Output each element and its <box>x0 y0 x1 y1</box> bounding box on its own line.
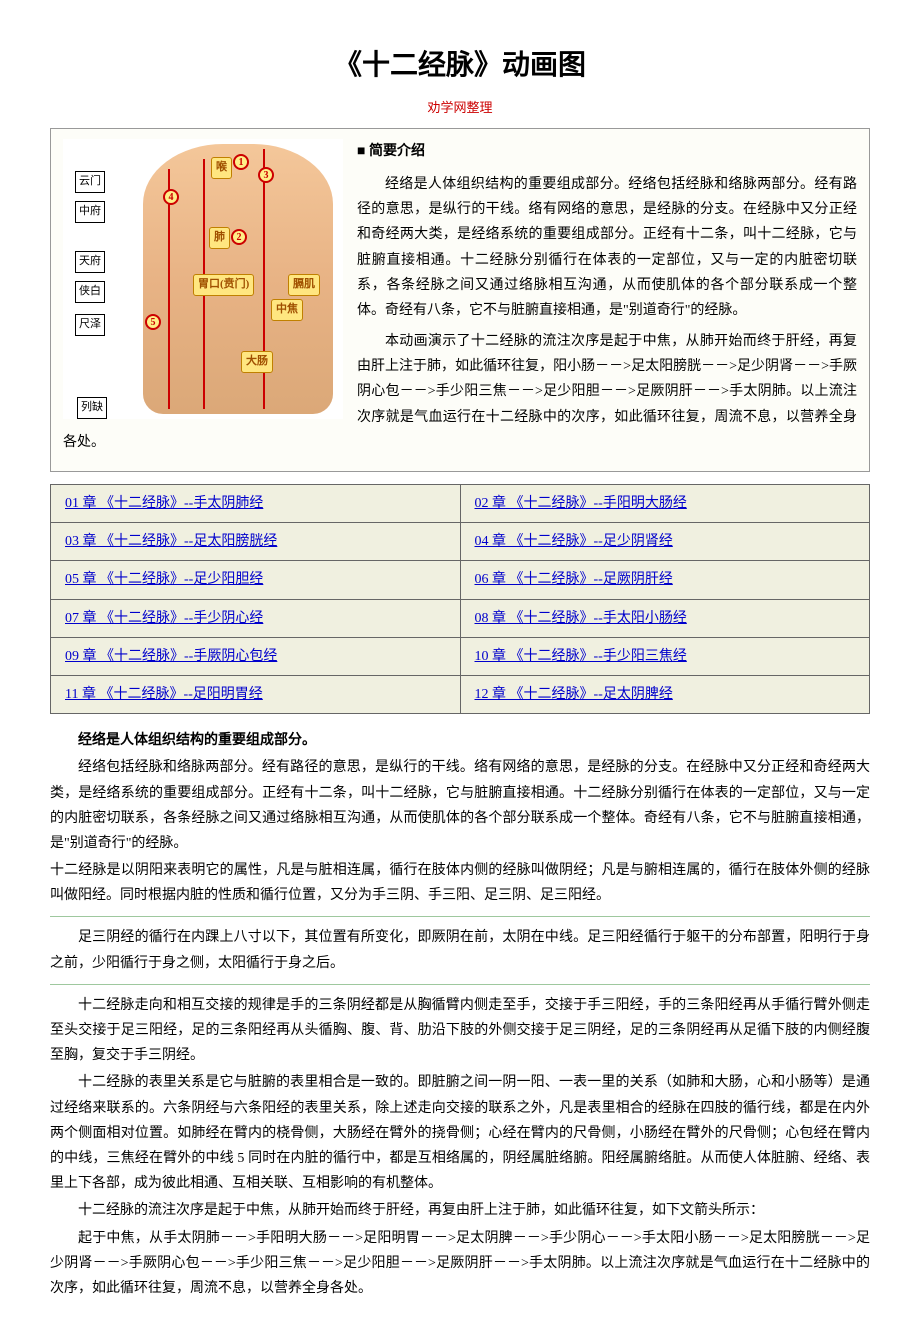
body-p4: 十二经脉走向和相互交接的规律是手的三条阴经都是从胸循臂内侧走至手，交接于手三阳经… <box>50 993 870 1069</box>
chapter-cell: 08 章 《十二经脉》--手太阳小肠经 <box>460 599 870 637</box>
page-subtitle: 劝学网整理 <box>50 96 870 119</box>
bold-head: 经络是人体组织结构的重要组成部分。 <box>50 728 870 753</box>
organ-label: 肺 <box>209 227 230 249</box>
acupoint-marker: 5 <box>145 314 161 330</box>
intro-box: 12345云门中府天府侠白尺泽列缺喉肺胃口(贲门)膈肌中焦大肠 简要介绍 经络是… <box>50 128 870 472</box>
divider <box>50 984 870 985</box>
body-p5: 十二经脉的表里关系是它与脏腑的表里相合是一致的。即脏腑之间一阴一阳、一表一里的关… <box>50 1070 870 1196</box>
acupoint-label: 侠白 <box>75 281 105 303</box>
chapter-link[interactable]: 11 章 《十二经脉》--足阳明胃经 <box>65 687 263 702</box>
organ-label: 大肠 <box>241 351 273 373</box>
chapter-cell: 03 章 《十二经脉》--足太阳膀胱经 <box>51 523 461 561</box>
page-title: 《十二经脉》动画图 <box>50 40 870 90</box>
chapter-link[interactable]: 10 章 《十二经脉》--手少阳三焦经 <box>475 649 687 664</box>
chapter-link[interactable]: 04 章 《十二经脉》--足少阴肾经 <box>475 534 673 549</box>
chapter-link[interactable]: 09 章 《十二经脉》--手厥阴心包经 <box>65 649 277 664</box>
acupoint-marker: 2 <box>231 229 247 245</box>
chapter-cell: 12 章 《十二经脉》--足太阴脾经 <box>460 675 870 713</box>
anatomy-figure: 1 2 3 4 5 云门中府天府侠白尺泽列缺 喉肺胃口(贲门) 膈肌中焦大肠 <box>63 139 343 419</box>
acupoint-marker: 3 <box>258 167 274 183</box>
acupoint-label: 尺泽 <box>75 314 105 336</box>
chapter-cell: 01 章 《十二经脉》--手太阴肺经 <box>51 485 461 523</box>
organ-label: 中焦 <box>271 299 303 321</box>
organ-label: 膈肌 <box>288 274 320 296</box>
chapter-link[interactable]: 08 章 《十二经脉》--手太阳小肠经 <box>475 611 687 626</box>
chapter-link[interactable]: 03 章 《十二经脉》--足太阳膀胱经 <box>65 534 277 549</box>
divider <box>50 916 870 917</box>
body-p2: 十二经脉是以阴阳来表明它的属性，凡是与脏相连属，循行在肢体内侧的经脉叫做阴经；凡… <box>50 858 870 908</box>
acupoint-label: 云门 <box>75 171 105 193</box>
chapter-cell: 05 章 《十二经脉》--足少阳胆经 <box>51 561 461 599</box>
body-p1: 经络包括经脉和络脉两部分。经有路径的意思，是纵行的干线。络有网络的意思，是经脉的… <box>50 755 870 856</box>
chapter-link[interactable]: 02 章 《十二经脉》--手阳明大肠经 <box>475 496 687 511</box>
body-p3: 足三阴经的循行在内踝上八寸以下，其位置有所变化，即厥阴在前，太阴在中线。足三阳经… <box>50 925 870 975</box>
organ-label: 胃口(贲门) <box>193 274 254 296</box>
chapter-cell: 11 章 《十二经脉》--足阳明胃经 <box>51 675 461 713</box>
chapter-cell: 04 章 《十二经脉》--足少阴肾经 <box>460 523 870 561</box>
acupoint-label: 列缺 <box>77 397 107 419</box>
organ-label: 喉 <box>211 157 232 179</box>
acupoint-marker: 1 <box>233 154 249 170</box>
acupoint-label: 天府 <box>75 251 105 273</box>
chapter-link[interactable]: 01 章 《十二经脉》--手太阴肺经 <box>65 496 263 511</box>
body-p7: 起于中焦，从手太阴肺－－>手阳明大肠－－>足阳明胃－－>足太阴脾－－>手少阴心－… <box>50 1226 870 1302</box>
chapter-cell: 02 章 《十二经脉》--手阳明大肠经 <box>460 485 870 523</box>
chapter-link[interactable]: 07 章 《十二经脉》--手少阴心经 <box>65 611 263 626</box>
chapter-link[interactable]: 05 章 《十二经脉》--足少阳胆经 <box>65 572 263 587</box>
body-text: 经络是人体组织结构的重要组成部分。 经络包括经脉和络脉两部分。经有路径的意思，是… <box>50 728 870 1301</box>
chapter-table: 01 章 《十二经脉》--手太阴肺经 02 章 《十二经脉》--手阳明大肠经 03 … <box>50 484 870 714</box>
chapter-link[interactable]: 12 章 《十二经脉》--足太阴脾经 <box>475 687 673 702</box>
chapter-link[interactable]: 06 章 《十二经脉》--足厥阴肝经 <box>475 572 673 587</box>
chapter-cell: 06 章 《十二经脉》--足厥阴肝经 <box>460 561 870 599</box>
acupoint-label: 中府 <box>75 201 105 223</box>
chapter-cell: 10 章 《十二经脉》--手少阳三焦经 <box>460 637 870 675</box>
acupoint-marker: 4 <box>163 189 179 205</box>
body-p6: 十二经脉的流注次序是起于中焦，从肺开始而终于肝经，再复由肝上注于肺，如此循环往复… <box>50 1198 870 1223</box>
chapter-cell: 07 章 《十二经脉》--手少阴心经 <box>51 599 461 637</box>
chapter-cell: 09 章 《十二经脉》--手厥阴心包经 <box>51 637 461 675</box>
